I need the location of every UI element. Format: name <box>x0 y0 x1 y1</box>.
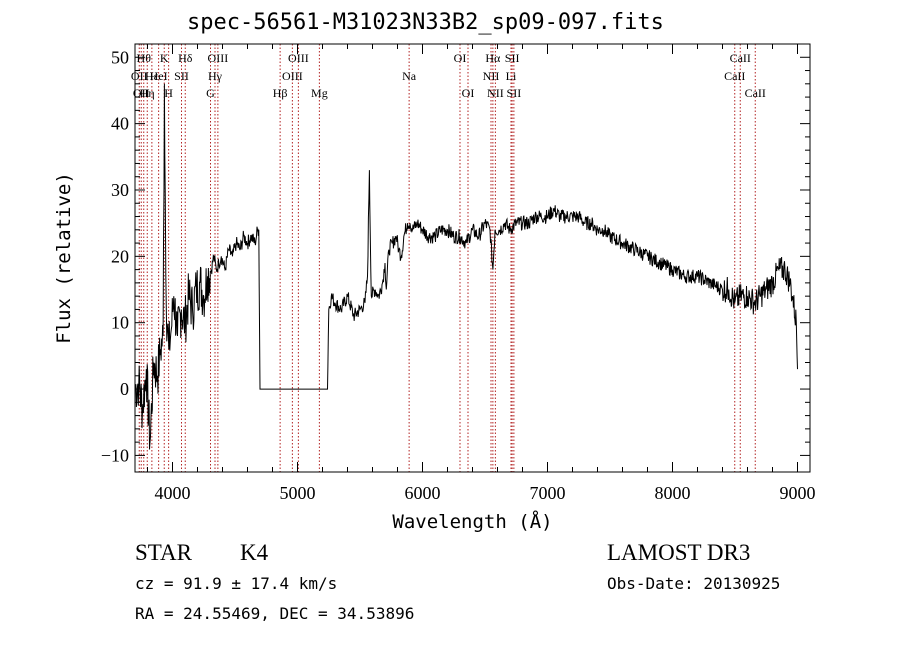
spectrum-series-line <box>134 83 798 450</box>
line-marker-label-22: NII <box>487 86 504 100</box>
line-marker-label-4: Hε <box>145 69 159 83</box>
line-marker-label-14: OIII <box>282 69 303 83</box>
line-marker-labels: OIIOIIHθHηHεHeIKHSIIHδGHγOIIIHβOIIIOIIIM… <box>131 51 766 100</box>
observation-date: Obs-Date: 20130925 <box>607 574 781 593</box>
line-marker-label-28: CaII <box>745 86 766 100</box>
line-marker-label-24: SII <box>505 51 520 65</box>
x-tick-label-3: 7000 <box>530 483 566 503</box>
object-subclass: K4 <box>240 540 269 565</box>
line-marker-label-6: K <box>160 51 169 65</box>
line-marker-label-21: Hα <box>485 51 501 65</box>
y-tick-label-4: 30 <box>111 180 129 200</box>
line-marker-label-15: OIII <box>288 51 309 65</box>
redshift-readout: cz = 91.9 ± 17.4 km/s <box>135 574 338 593</box>
sky-coordinates: RA = 24.55469, DEC = 34.53896 <box>135 604 415 623</box>
y-axis-ticks: −10 0 10 20 30 40 50 <box>101 47 810 465</box>
line-marker-label-27: CaII <box>730 51 751 65</box>
line-marker-label-5: HeI <box>150 69 168 83</box>
survey-name: LAMOST DR3 <box>607 540 751 565</box>
line-marker-label-18: OI <box>454 51 467 65</box>
y-tick-label-5: 40 <box>111 114 129 134</box>
chart-title: spec-56561-M31023N33B2_sp09-097.fits <box>187 10 664 35</box>
y-tick-label-2: 10 <box>111 313 129 333</box>
y-axis-label: Flux (relative) <box>53 172 75 344</box>
x-axis-label: Wavelength (Å) <box>392 510 552 533</box>
line-marker-label-16: Mg <box>311 86 328 100</box>
x-tick-label-5: 9000 <box>780 483 816 503</box>
y-tick-label-1: 0 <box>120 379 129 399</box>
line-marker-label-9: Hδ <box>178 51 193 65</box>
x-tick-label-0: 4000 <box>155 483 191 503</box>
line-marker-label-13: Hβ <box>273 86 288 100</box>
line-marker-label-23: Li <box>506 69 517 83</box>
y-tick-label-6: 50 <box>111 47 129 67</box>
line-marker-label-7: H <box>164 86 173 100</box>
line-markers <box>138 44 756 472</box>
line-marker-label-12: OIII <box>208 51 229 65</box>
line-marker-label-3: Hη <box>140 86 155 100</box>
line-marker-label-11: Hγ <box>208 69 223 83</box>
x-tick-label-4: 8000 <box>655 483 691 503</box>
line-marker-label-26: CaII <box>724 69 745 83</box>
line-marker-label-17: Na <box>402 69 417 83</box>
x-tick-label-1: 5000 <box>280 483 316 503</box>
x-axis-ticks: 4000 5000 6000 7000 8000 9000 <box>147 44 816 503</box>
line-marker-label-19: OI <box>462 86 475 100</box>
plot-frame <box>134 43 811 473</box>
line-marker-label-10: G <box>206 86 215 100</box>
line-marker-label-2: Hθ <box>137 51 152 65</box>
line-marker-label-20: NII <box>483 69 500 83</box>
x-tick-label-2: 6000 <box>405 483 441 503</box>
line-marker-label-8: SII <box>174 69 189 83</box>
line-marker-label-25: SII <box>507 86 522 100</box>
object-class: STAR <box>135 540 192 565</box>
line-marker-label-1: OII <box>133 86 150 100</box>
y-tick-label-0: −10 <box>101 445 129 465</box>
y-tick-label-3: 20 <box>111 246 129 266</box>
